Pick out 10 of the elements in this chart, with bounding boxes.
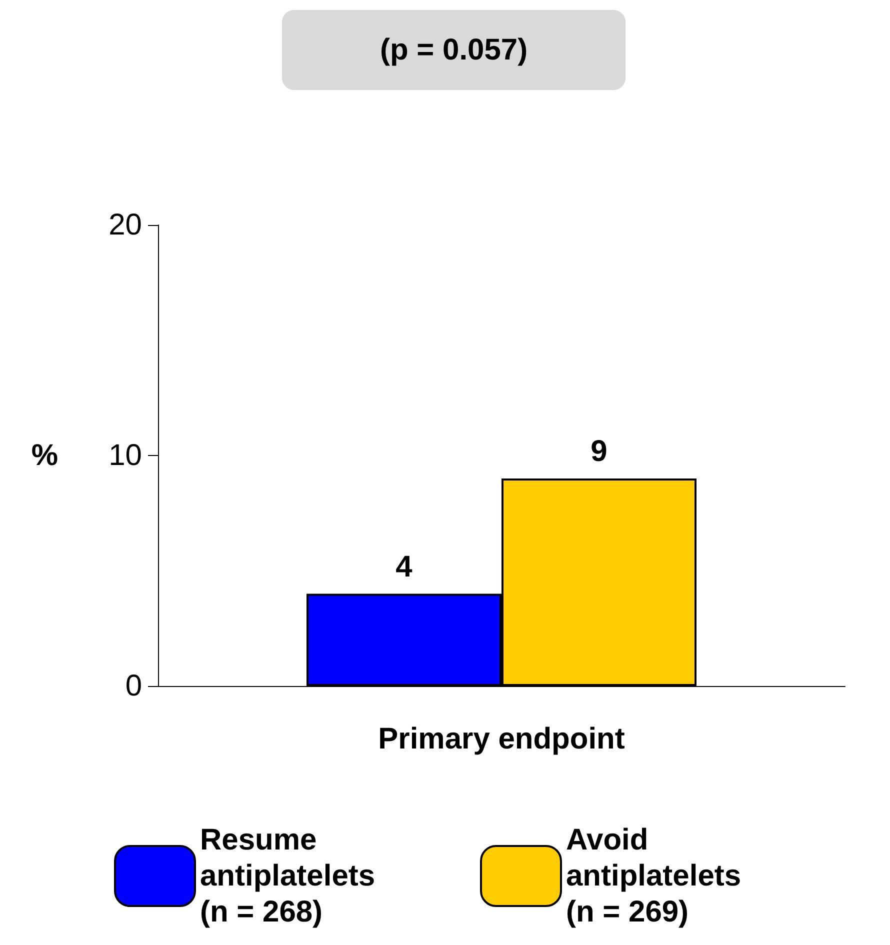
x-tick-label: Primary endpoint <box>378 722 625 756</box>
y-tick-label: 10 <box>108 439 142 472</box>
y-axis-title: % <box>31 439 58 472</box>
legend-label: Resume antiplatelets (n = 268) <box>200 824 384 928</box>
data-label: 4 <box>396 550 413 584</box>
legend-label: Avoid antiplatelets (n = 269) <box>566 824 750 928</box>
y-tick-label: 0 <box>125 670 142 702</box>
y-tick-label: 20 <box>108 208 142 242</box>
data-label: 9 <box>590 435 608 468</box>
chart-title: (p = 0.057) <box>380 34 528 66</box>
